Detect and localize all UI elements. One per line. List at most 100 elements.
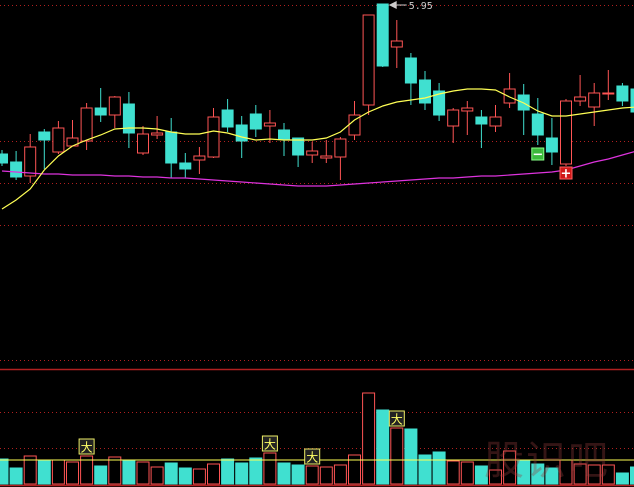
volume-bar: [615, 472, 629, 485]
volume-bar: [348, 454, 361, 485]
candle-up: [24, 146, 37, 177]
candle-down: [179, 162, 192, 170]
volume-bar: [333, 464, 347, 485]
candle-up: [574, 96, 587, 102]
volume-bar: [291, 464, 305, 485]
candle-down: [94, 107, 107, 116]
volume-bar: [630, 466, 634, 485]
candle-up: [80, 107, 93, 142]
candle-up: [334, 138, 347, 158]
volume-bar: [122, 459, 136, 485]
volume-bar: [51, 459, 65, 485]
volume-bar: [305, 465, 319, 485]
volume-marker-label: 大: [81, 441, 93, 455]
volume-bar: [207, 463, 220, 485]
candle-up: [108, 96, 121, 116]
volume-marker-box: [304, 448, 321, 465]
volume-marker-box: [78, 438, 95, 455]
buy-signal-icon: [559, 166, 573, 180]
sell-signal-icon: [531, 147, 545, 161]
volume-bar: [235, 462, 249, 485]
candle-up: [263, 122, 276, 127]
candle-down: [165, 131, 178, 164]
candle-down: [616, 85, 629, 102]
volume-marker-label: 大: [306, 451, 318, 465]
candle-down: [38, 131, 51, 141]
volume-marker-box: [388, 410, 405, 427]
volume-bar: [221, 458, 235, 485]
volume-bar: [601, 464, 615, 485]
volume-bar: [0, 458, 9, 485]
volume-bar: [80, 455, 94, 485]
candle-down: [404, 57, 417, 84]
candle-up: [602, 92, 615, 95]
candle-up: [320, 155, 333, 159]
volume-bar: [9, 467, 23, 485]
sell-signal-symbol: −: [532, 148, 543, 163]
volume-bar: [446, 460, 460, 485]
volume-bar: [94, 465, 108, 485]
volume-bar: [150, 466, 164, 485]
volume-bar: [545, 467, 559, 485]
candle-down: [235, 124, 248, 142]
candle-down: [0, 153, 8, 164]
candle-down: [122, 103, 135, 134]
volume-bar: [23, 455, 37, 485]
candle-up: [306, 150, 319, 156]
volume-bar: [390, 427, 404, 485]
candle-down: [475, 116, 488, 125]
candle-up: [362, 14, 375, 106]
candle-down: [419, 79, 431, 104]
candle-down: [10, 161, 23, 178]
volume-bar: [66, 461, 79, 485]
volume-bar: [192, 468, 206, 485]
volume-bar: [164, 462, 178, 485]
volume-bar: [489, 469, 502, 485]
volume-bar: [319, 466, 333, 485]
volume-bar: [418, 454, 432, 485]
candle-up: [461, 107, 474, 112]
candle-up: [137, 133, 149, 154]
candle-down: [292, 137, 305, 156]
volume-bar: [249, 457, 263, 485]
candle-up: [193, 155, 206, 161]
candle-up: [588, 92, 601, 108]
candle-up: [151, 132, 164, 136]
volume-marker-label: 大: [264, 438, 276, 452]
volume-bar: [573, 463, 587, 485]
volume-bar: [178, 467, 192, 485]
candle-down: [545, 137, 558, 153]
candle-down: [630, 88, 634, 113]
volume-bar: [277, 462, 291, 485]
volume-bar: [474, 465, 488, 485]
candle-down: [531, 113, 544, 136]
ma-short-line: [1, 88, 634, 210]
volume-bar: [37, 459, 51, 485]
candle-up: [390, 40, 403, 48]
candle-down: [249, 113, 262, 130]
volume-bar: [432, 451, 446, 485]
candle-down: [376, 3, 389, 67]
ma-long-line: [1, 151, 634, 187]
buy-signal-symbol: +: [561, 167, 572, 182]
volume-bar: [404, 428, 418, 485]
volume-bar: [376, 409, 390, 485]
volume-marker-box: [261, 435, 278, 452]
candle-up: [207, 116, 220, 158]
volume-bar: [531, 463, 545, 485]
candle-down: [433, 90, 446, 116]
watermark: 股识吧: [484, 438, 610, 484]
candle-up: [447, 109, 460, 127]
max-price-label: 5.95: [409, 1, 433, 12]
volume-bar: [503, 450, 517, 485]
max-arrow-icon: [388, 1, 397, 9]
candle-up: [560, 100, 572, 165]
volume-bar: [362, 392, 376, 485]
volume-bar: [587, 464, 601, 485]
volume-bar: [108, 456, 122, 485]
candle-down: [278, 129, 290, 140]
candle-down: [221, 109, 234, 128]
volume-bar: [263, 452, 277, 485]
